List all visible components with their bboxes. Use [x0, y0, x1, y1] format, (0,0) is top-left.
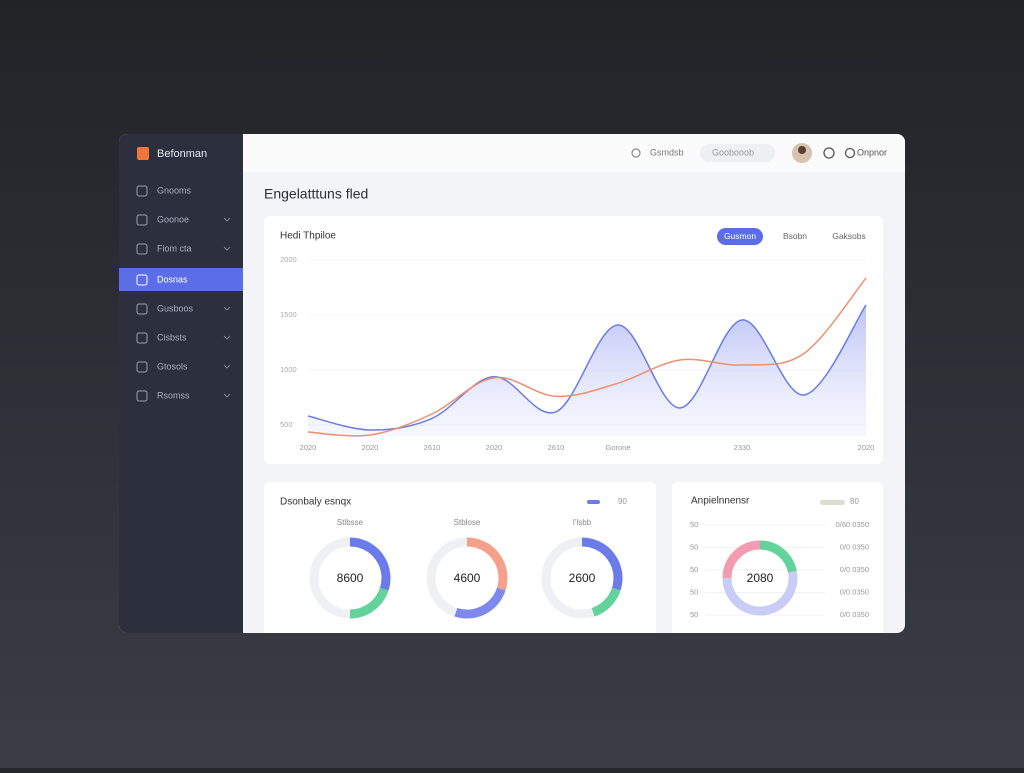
- line: [307, 277, 867, 437]
- user-name[interactable]: Onpnor: [857, 147, 887, 157]
- x-tick-label: 2020: [300, 443, 317, 452]
- nav-chevron: [223, 364, 231, 369]
- nav-icon: [136, 274, 148, 286]
- nav-label[interactable]: Fiom cta: [157, 243, 192, 253]
- donut-label: Stblose: [454, 518, 481, 527]
- nav-chevron: [223, 246, 231, 251]
- nav-active: [119, 268, 243, 291]
- search-icon: [631, 148, 641, 158]
- donut-segment: [466, 537, 508, 591]
- donut-center: 8600: [337, 571, 364, 585]
- row-right: 0/0 0350: [840, 542, 869, 551]
- search-placeholder: Goobooob: [712, 147, 754, 157]
- donut-segment: [722, 570, 798, 616]
- y-tick-label: 2000: [280, 255, 297, 264]
- x-tick-label: Gorone: [605, 443, 630, 452]
- nav-icon: [136, 303, 148, 315]
- line: [307, 304, 867, 431]
- donut-label: Stlbsse: [337, 518, 364, 527]
- donut-segment: [454, 587, 506, 619]
- row-left: 50: [690, 610, 698, 619]
- nav-label[interactable]: Gtosols: [157, 361, 188, 371]
- tab[interactable]: Gaksobs: [832, 231, 866, 241]
- donut-center: 2600: [569, 571, 596, 585]
- x-tick-label: 2610: [424, 443, 441, 452]
- donut-label: I'lsbb: [573, 518, 592, 527]
- row-left: 50: [690, 565, 698, 574]
- nav-label[interactable]: Cisbsts: [157, 332, 187, 342]
- nav-label[interactable]: Dosnas: [157, 274, 188, 284]
- nav-icon: [136, 214, 148, 226]
- nav-chevron: [223, 335, 231, 340]
- donut-center: 2080: [747, 571, 774, 585]
- x-tick-label: 2330: [734, 443, 751, 452]
- legend-label: 80: [850, 497, 859, 506]
- donut-segment: [349, 587, 389, 619]
- row-right: 0/0 0350: [840, 587, 869, 596]
- row-left: 50: [690, 542, 698, 551]
- tab-active[interactable]: [717, 228, 763, 245]
- legend-label: 90: [618, 497, 627, 506]
- chart-title: Hedi Thpiloe: [280, 231, 336, 242]
- row-right: 0/60 0350: [836, 520, 869, 529]
- nav-chevron: [223, 217, 231, 222]
- nav-icon: [136, 332, 148, 344]
- nav-label[interactable]: Gusboos: [157, 303, 194, 313]
- row-right: 0/0 0350: [840, 565, 869, 574]
- area: [308, 304, 866, 436]
- legend-swatch: [587, 500, 600, 504]
- donut-segment: [591, 587, 621, 617]
- sidebar: [119, 134, 243, 633]
- donut-segment: [349, 537, 391, 591]
- nav-label[interactable]: Gnooms: [157, 185, 192, 195]
- search-box[interactable]: [700, 144, 775, 162]
- row-left: 50: [690, 587, 698, 596]
- brand-logo: [137, 147, 149, 160]
- user-icon: [844, 147, 856, 159]
- search-label[interactable]: Gsmdsb: [650, 147, 684, 157]
- page-title: Engelatttuns fled: [264, 186, 368, 202]
- donut-segment: [722, 540, 761, 579]
- y-tick-label: 1500: [280, 310, 297, 319]
- nav-icon: [136, 185, 148, 197]
- row-left: 50: [690, 520, 698, 529]
- card-title: Anpielnnensr: [691, 496, 750, 507]
- legend-swatch: [820, 500, 845, 505]
- donut-segment: [581, 537, 623, 591]
- x-tick-label: 2610: [548, 443, 565, 452]
- nav-icon: [136, 243, 148, 255]
- tab[interactable]: Gusmon: [724, 231, 756, 241]
- x-tick-label: 2020: [362, 443, 379, 452]
- nav-label[interactable]: Goonoe: [157, 214, 189, 224]
- nav-chevron: [223, 306, 231, 311]
- donut-segment: [759, 540, 797, 573]
- x-tick-label: 2020: [486, 443, 503, 452]
- x-tick-label: 2020: [858, 443, 875, 452]
- avatar-head: [798, 146, 806, 154]
- y-tick-label: 500: [280, 420, 293, 429]
- card-title: Dsonbaly esnqx: [280, 497, 351, 508]
- nav-icon: [136, 390, 148, 402]
- row-right: 0/0 0350: [840, 610, 869, 619]
- donut-center: 4600: [454, 571, 481, 585]
- nav-chevron: [223, 393, 231, 398]
- tab[interactable]: Bsobn: [783, 231, 807, 241]
- y-tick-label: 1000: [280, 365, 297, 374]
- window: Befonman Gsmdsb Goobooob Onpnor Engelatt…: [119, 134, 905, 633]
- nav-label[interactable]: Rsomss: [157, 390, 190, 400]
- nav-icon: [136, 361, 148, 373]
- brand: Befonman: [157, 148, 207, 160]
- notify-icon[interactable]: [823, 147, 835, 159]
